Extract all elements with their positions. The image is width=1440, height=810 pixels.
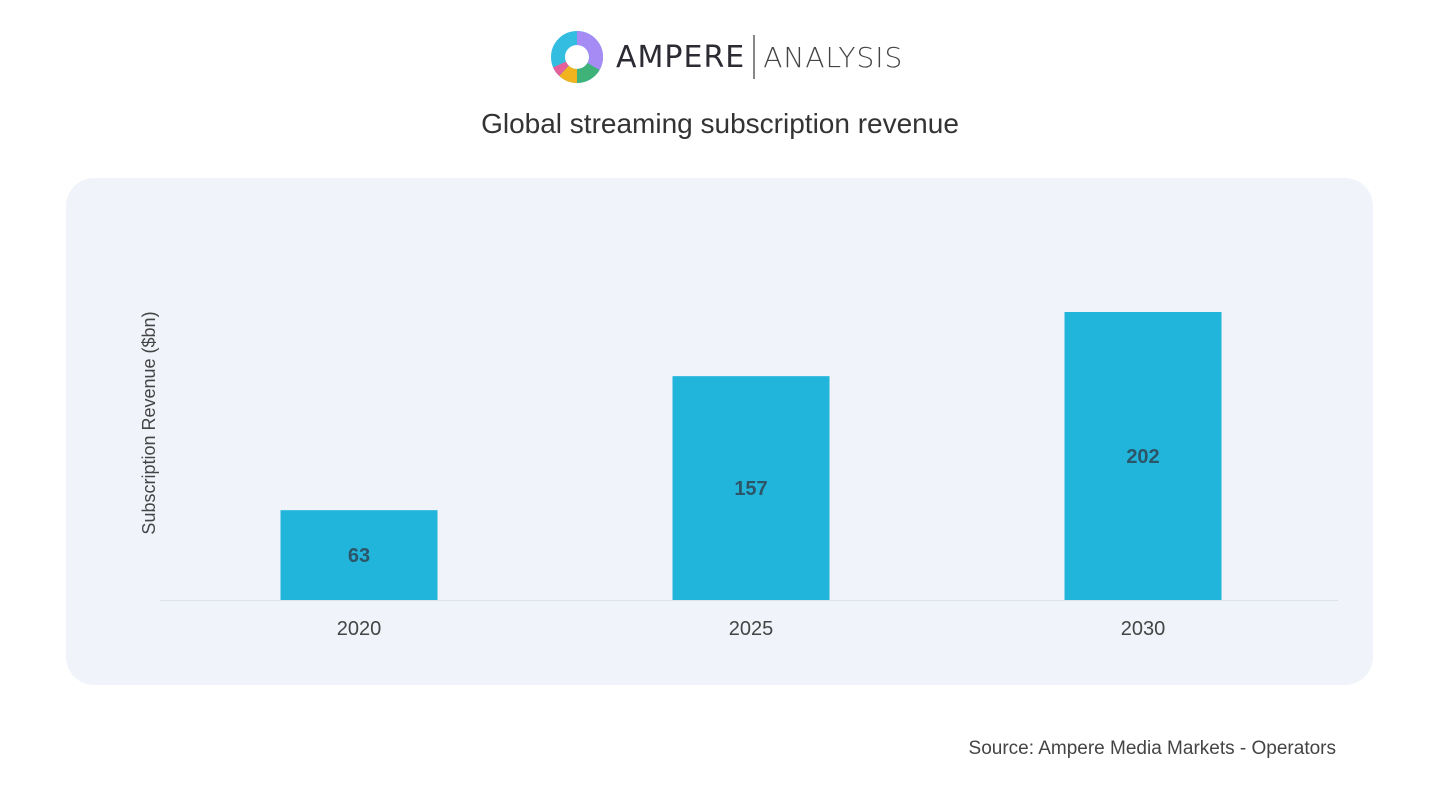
data-label: 157: [734, 478, 767, 500]
bar-2025: [672, 376, 830, 600]
bar-2030: [1064, 312, 1222, 600]
ampere-logo: AMPERE ANALYSIS: [550, 30, 903, 84]
logo-divider: [753, 35, 756, 79]
logo-text-primary: AMPERE: [616, 39, 746, 75]
chart-title: Global streaming subscription revenue: [481, 108, 959, 139]
x-tick-label: 2030: [1121, 618, 1166, 640]
data-label: 63: [348, 545, 370, 567]
data-label: 202: [1126, 446, 1159, 468]
logo-text-secondary: ANALYSIS: [763, 40, 904, 74]
bar-2020: [280, 510, 438, 600]
y-axis-label: Subscription Revenue ($bn): [139, 311, 159, 534]
source-note: Source: Ampere Media Markets - Operators: [968, 738, 1336, 759]
x-tick-label: 2020: [337, 618, 382, 640]
x-tick-label: 2025: [729, 618, 774, 640]
donut-logo-icon: [551, 30, 604, 84]
